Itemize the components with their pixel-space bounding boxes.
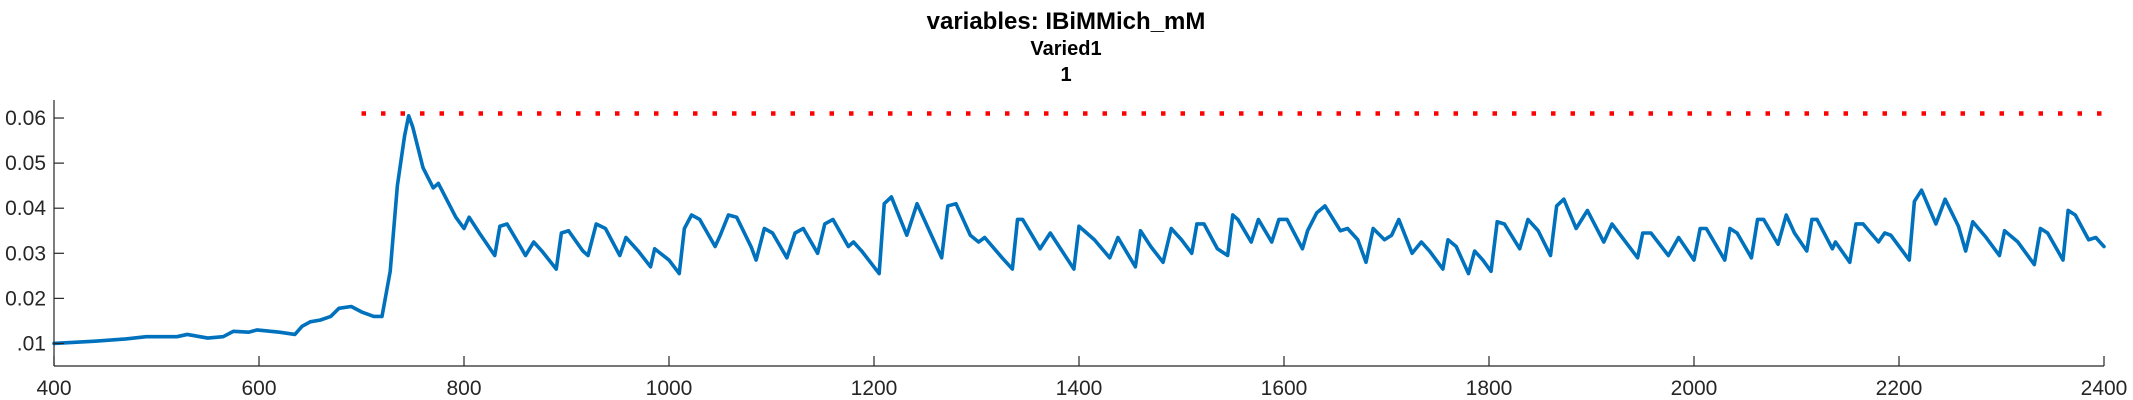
chart-subtitle: Varied1 (1030, 38, 1101, 60)
y-tick-label: 0.06 (5, 107, 46, 130)
x-tick-label: 600 (241, 377, 276, 400)
x-tick-label: 1400 (1056, 377, 1103, 400)
y-tick-label: 0.03 (5, 242, 46, 265)
x-tick-label: 1000 (646, 377, 693, 400)
y-tick-label: 0.02 (5, 287, 46, 310)
x-tick-label: 800 (446, 377, 481, 400)
x-tick-label: 400 (36, 377, 71, 400)
tick-labels: 400 600 800 1000 1200 1400 1600 1800 2000 2200 240… (5, 107, 2127, 400)
axes (53, 100, 2105, 367)
y-tick-label: 0.04 (5, 197, 46, 220)
chart-subtitle-secondary: 1 (1060, 64, 1071, 86)
x-tick-label: 1600 (1261, 377, 1308, 400)
x-tick-label: 1800 (1466, 377, 1513, 400)
chart-title: variables: IBiMMich_mM (927, 8, 1206, 35)
x-tick-label: 1200 (851, 377, 898, 400)
x-tick-label: 2200 (1876, 377, 1923, 400)
data-line (52, 113, 2106, 346)
x-tick-label: 2000 (1671, 377, 1718, 400)
y-tick-label: 0.05 (5, 152, 46, 175)
x-tick-label: 2400 (2081, 377, 2128, 400)
y-tick-label: .01 (17, 332, 46, 355)
plot-series (52, 111, 2106, 346)
